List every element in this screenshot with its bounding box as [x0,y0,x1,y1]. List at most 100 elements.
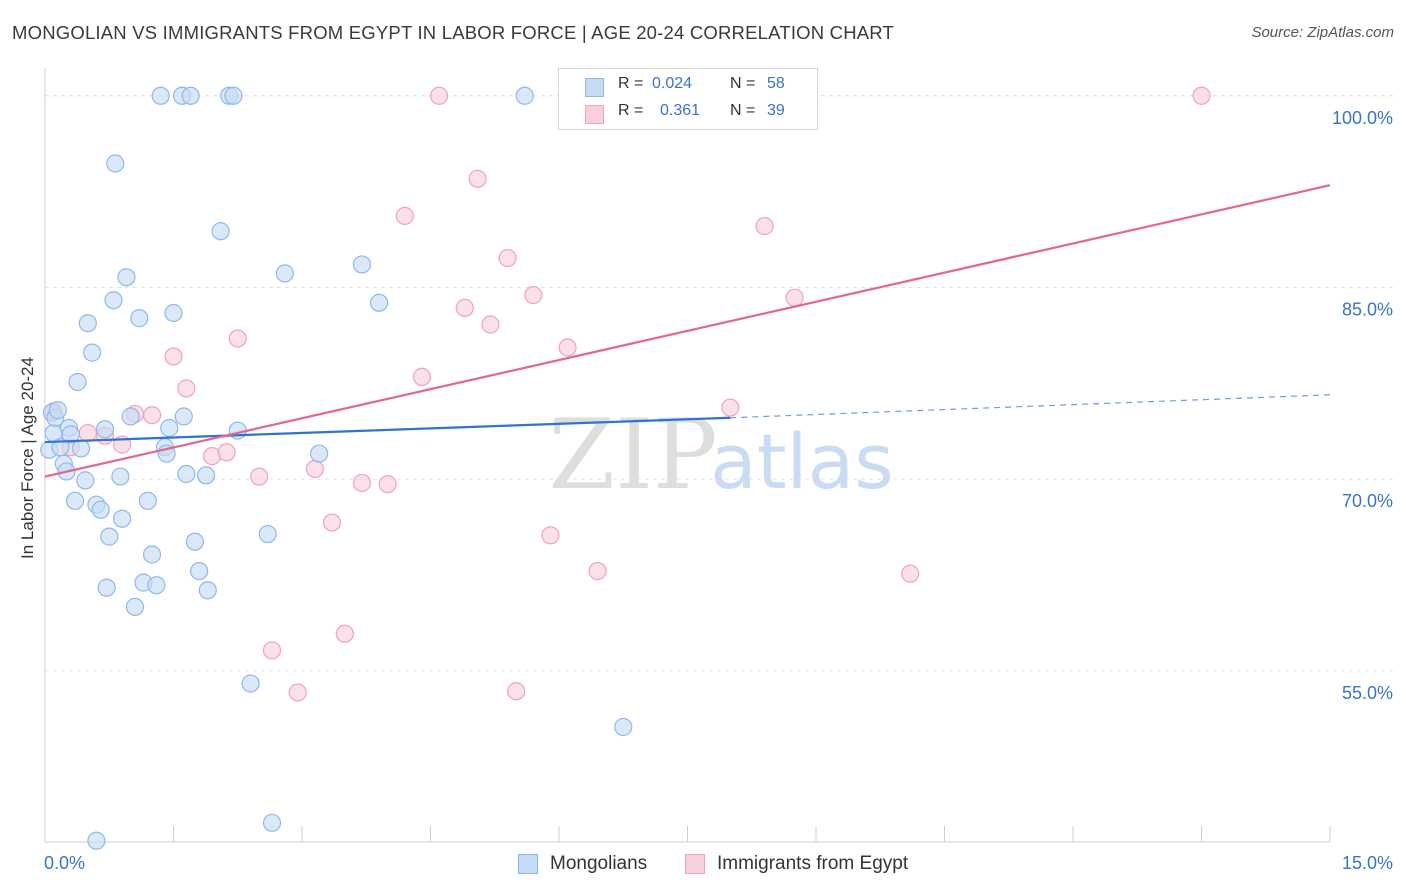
egypt-point [395,206,414,225]
tick-labels: 55.0% 70.0% 85.0% 100.0% 0.0% 15.0% [44,108,1393,873]
watermark-atlas: atlas [710,417,894,506]
mongolian-point [83,343,102,362]
mongolian-point [142,545,162,564]
mongolian-point [515,86,534,105]
mongolian-point [241,674,260,693]
egypt-point [468,169,487,188]
egypt-point [901,564,920,583]
legend-n-label-2: N = [730,102,756,119]
egypt-point [142,406,162,425]
series-legend: Mongolians Immigrants from Egypt [0,850,1406,878]
mongolian-point [68,372,87,392]
chart-title: MONGOLIAN VS IMMIGRANTS FROM EGYPT IN LA… [12,22,895,43]
mongolian-point [138,491,157,510]
legend-n-label-1: N = [730,75,756,92]
mongolian-point [91,500,110,519]
egypt-point [217,443,236,462]
egypt-point [541,526,560,545]
mongolian-point [87,831,106,850]
mongolian-point [95,420,115,439]
legend-r-label-2: R = [618,102,644,119]
egypt-point [429,86,449,105]
mongolian-point [65,491,85,510]
egypt-point [507,682,526,701]
legend-swatch-mongolians-bottom [518,854,538,874]
mongolian-point [275,264,294,283]
egypt-point [558,338,577,357]
egypt-point [78,424,97,443]
legend-item-mongolians: Mongolians [518,850,647,878]
mongolian-point [352,255,372,274]
mongolian-points [40,86,633,850]
mongolian-point [121,407,140,426]
mongolian-trend-line [44,416,731,444]
legend-swatch-egypt-bottom [685,854,705,874]
mongolian-point [224,86,243,105]
legend-n-value-2: 39 [767,102,785,119]
legend-item-egypt: Immigrants from Egypt [685,850,908,878]
watermark-zip: ZIP [548,399,717,511]
mongolian-point [71,439,91,458]
mongolian-point [262,813,282,832]
mongolian-point [258,524,277,544]
mongolian-point [117,268,136,287]
egypt-point [288,683,307,702]
egypt-point [335,624,354,643]
egypt-points [44,86,1211,702]
mongolian-point [100,527,119,546]
egypt-point [755,217,774,236]
legend-swatch-egypt [585,105,604,124]
egypt-point [455,298,474,317]
egypt-point [352,473,372,493]
legend-r-value-1: 0.024 [652,75,693,92]
egypt-point [785,288,804,307]
y-tick-label: 55.0% [1342,683,1393,703]
mongolian-point [147,576,166,595]
egypt-point [228,329,247,348]
legend-r-label-1: R = [618,75,644,92]
mongolian-point [111,467,130,486]
egypt-point [1192,86,1211,105]
y-tick-label: 70.0% [1342,491,1393,511]
egypt-point [177,379,196,398]
mongolian-point [97,578,116,597]
mongolian-point [196,466,216,485]
egypt-point [164,347,183,366]
mongolian-point [614,717,633,737]
mongolian-point [76,471,95,490]
grid-lines [45,95,1394,672]
mongolian-point [164,303,183,323]
mongolian-point [185,532,205,551]
egypt-point [412,367,432,386]
x-tick-label-max: 15.0% [1342,853,1393,873]
mongolian-point [151,86,170,105]
egypt-trend-line [44,184,1331,478]
egypt-point [378,475,397,494]
legend-n-value-1: 58 [767,75,785,92]
x-tick-label-min: 0.0% [44,853,85,873]
mongolian-point [125,597,145,616]
mongolian-point [190,562,209,581]
legend-swatch-mongolians [585,78,604,97]
y-tick-label: 100.0% [1332,108,1393,128]
mongolian-point [370,293,389,312]
mongolian-point [106,154,125,173]
egypt-point [588,562,607,581]
egypt-point [524,286,543,305]
legend-label-egypt: Immigrants from Egypt [717,853,909,874]
mongolian-trend-extension [730,394,1331,419]
mongolian-point [112,509,132,528]
egypt-point [721,398,740,417]
legend-label-mongolians: Mongolians [550,853,648,874]
mongolian-point [211,222,230,241]
trend-lines [44,184,1331,478]
mongolian-point [61,425,80,444]
mongolian-point [160,418,179,438]
egypt-point [498,248,517,268]
y-tick-label: 85.0% [1342,299,1393,319]
legend-r-value-2: 0.361 [660,102,701,119]
egypt-point [250,467,269,486]
egypt-point [305,459,324,478]
